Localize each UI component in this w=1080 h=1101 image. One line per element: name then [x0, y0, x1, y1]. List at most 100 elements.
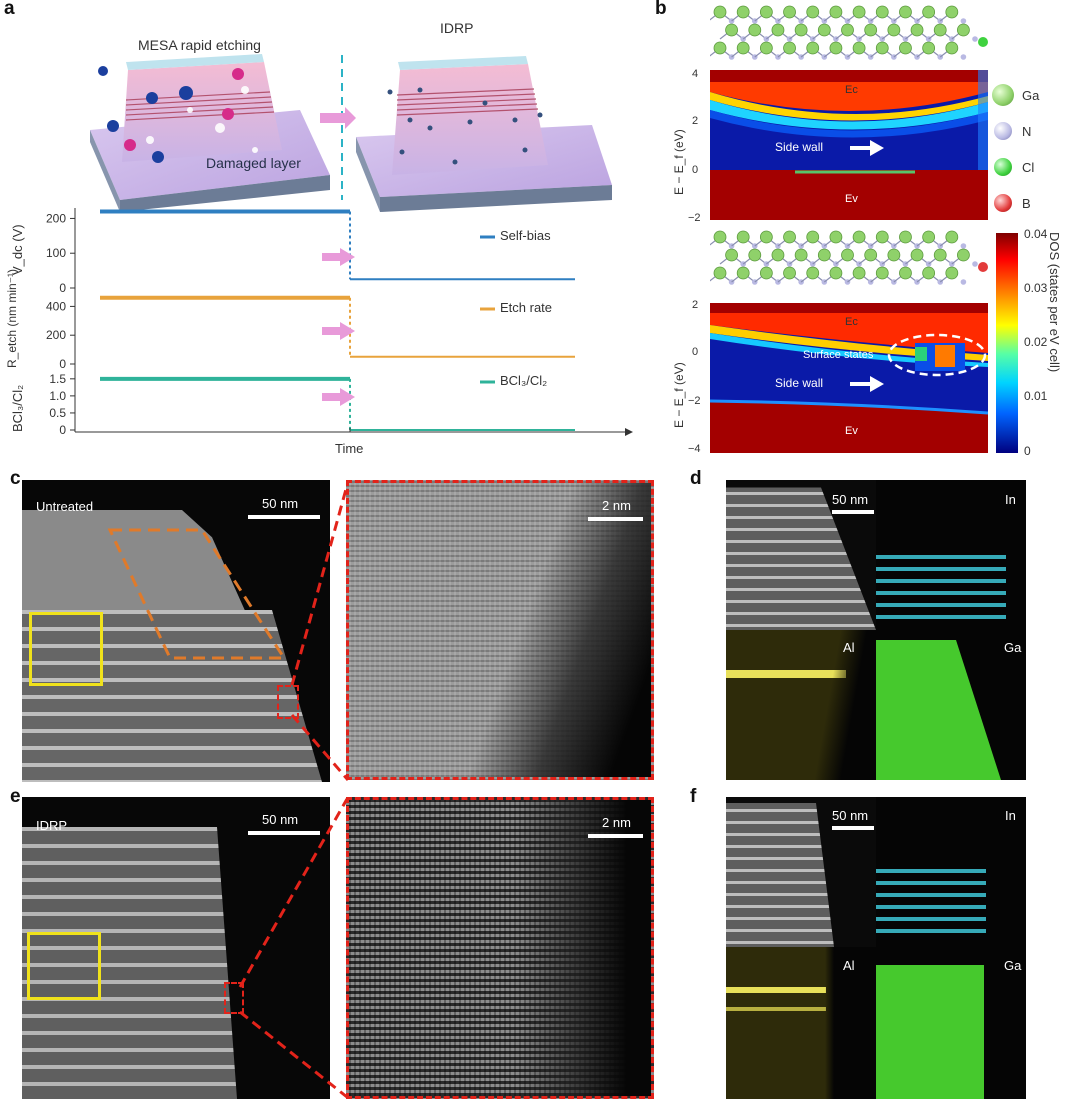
eds-label-al-f: Al — [843, 958, 855, 973]
ga-atom-icon — [875, 5, 889, 19]
ga-atom-icon — [759, 5, 773, 19]
legend-etch-rate: Etch rate — [500, 300, 553, 315]
ga-atom-icon — [736, 230, 750, 244]
atom-cl-label: Cl — [1022, 160, 1035, 175]
scalebar-d — [832, 510, 874, 514]
ga-atom-icon — [748, 23, 762, 37]
n-atom-icon — [960, 18, 967, 24]
ga-atom-icon — [829, 41, 843, 55]
y-tick-label: 100 — [46, 246, 66, 260]
ga-atom-icon — [806, 266, 820, 280]
scalebar-e — [248, 831, 320, 835]
ga-atom-icon — [783, 5, 796, 19]
transition-arrow-icon — [322, 322, 355, 340]
ga-atom-icon — [759, 41, 773, 55]
ga-atom-icon — [945, 5, 959, 19]
ga-atom-icon — [771, 23, 785, 37]
scalebar-e-label: 50 nm — [262, 812, 299, 827]
ga-atom-icon — [771, 248, 785, 262]
eds-label-in-f: In — [1005, 808, 1016, 823]
y-tick-label: 1.0 — [49, 389, 66, 403]
ga-atom-icon — [829, 5, 843, 19]
scalebar-c2-label: 2 nm — [602, 498, 631, 513]
schematic-left-title: MESA rapid etching — [138, 37, 261, 53]
panel-label-c: c — [10, 468, 21, 489]
surface-states-label: Surface states — [803, 349, 874, 361]
ga-atom-icon — [945, 41, 959, 55]
sidewall-label-bottom: Side wall — [775, 376, 824, 390]
scalebar-e2-label: 2 nm — [602, 815, 631, 830]
y-tick-label: 200 — [46, 211, 66, 225]
tick-bot-0: 0 — [692, 346, 699, 358]
panel-label-a: a — [4, 0, 15, 19]
y-tick-label: 0 — [59, 423, 66, 437]
ga-atom-icon — [806, 5, 820, 19]
ga-atom-icon — [817, 248, 831, 262]
ga-atom-icon — [852, 230, 866, 244]
eds-ga-map-d — [876, 630, 1026, 780]
tick-top-0: 0 — [692, 164, 699, 176]
eds-label-ga-d: Ga — [1004, 640, 1022, 655]
scalebar-c — [248, 515, 320, 519]
ga-atom-icon — [887, 23, 901, 37]
panel-label-d: d — [690, 468, 702, 489]
tick-top-2: 2 — [692, 115, 699, 127]
atom-n-label: N — [1022, 124, 1032, 139]
hrstem-zoom-untreated — [346, 480, 654, 780]
ga-atom-icon — [899, 266, 912, 280]
scalebar-c-label: 50 nm — [262, 496, 299, 511]
cbar-tick-0: 0.04 — [1024, 227, 1048, 241]
eds-ga-map-f — [876, 947, 1026, 1099]
eds-haadf-d — [726, 480, 876, 630]
ga-atom-icon — [783, 41, 796, 55]
orange-roi-outline — [107, 528, 287, 660]
n-atom-icon — [994, 122, 1012, 140]
eds-in-map-f — [876, 797, 1026, 947]
eds-al-map-d — [726, 630, 876, 780]
ga-atom-icon — [852, 266, 866, 280]
eds-label-al-d: Al — [843, 640, 855, 655]
ga-atom-icon — [841, 23, 854, 37]
ga-atom-icon — [713, 41, 727, 55]
ec-label-top: Ec — [845, 84, 858, 96]
legend-self-bias: Self-bias — [500, 228, 551, 243]
transition-arrow-icon — [322, 388, 355, 406]
ga-atom-icon — [864, 23, 878, 37]
ga-atom-icon — [945, 266, 959, 280]
ga-atom-icon — [992, 84, 1014, 106]
arrow-head-icon — [870, 376, 884, 392]
cbar-tick-1: 0.03 — [1024, 281, 1048, 295]
y-tick-label: 1.5 — [49, 372, 66, 386]
hrstem-zoom-idrp — [346, 797, 654, 1099]
stem-image-idrp — [22, 797, 330, 1099]
dos-map-bottom — [710, 303, 988, 453]
eds-label-ga-f: Ga — [1004, 958, 1022, 973]
ga-atom-icon — [899, 230, 912, 244]
ga-atom-icon — [875, 41, 889, 55]
transition-arrow-icon — [322, 248, 355, 266]
ga-atom-icon — [713, 5, 727, 19]
ga-atom-icon — [736, 266, 750, 280]
ga-atom-icon — [725, 23, 738, 37]
ga-atom-icon — [875, 230, 889, 244]
n-atom-icon — [972, 261, 978, 267]
scalebar-c2 — [588, 517, 643, 521]
eds-al-map-f — [726, 947, 876, 1099]
eds-label-in-d: In — [1005, 492, 1016, 507]
terminal-atom-icon — [978, 262, 988, 272]
sidewall-label-top: Side wall — [775, 140, 824, 154]
ga-atom-icon — [864, 248, 878, 262]
scalebar-f-label: 50 nm — [832, 808, 869, 823]
ga-atom-icon — [957, 248, 970, 262]
cbar-tick-4: 0 — [1024, 444, 1031, 458]
zoom-connector-c — [290, 481, 350, 781]
ga-atom-icon — [922, 230, 936, 244]
ga-atom-icon — [922, 41, 936, 55]
atom-b-label: B — [1022, 196, 1031, 211]
n-atom-icon — [960, 279, 967, 285]
scalebar-f — [832, 826, 874, 830]
ga-atom-icon — [783, 230, 796, 244]
ylabel-energy-top: E − E_f (eV) — [672, 129, 686, 195]
dos-colorbar — [996, 233, 1018, 453]
ev-label-bottom: Ev — [845, 425, 858, 437]
